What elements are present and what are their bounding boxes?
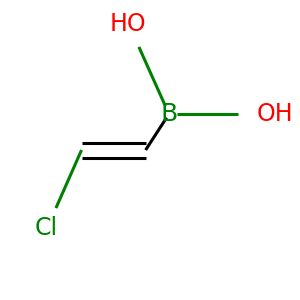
Text: Cl: Cl — [35, 216, 58, 240]
Text: HO: HO — [110, 12, 146, 36]
Text: B: B — [160, 102, 178, 126]
Text: OH: OH — [256, 102, 293, 126]
